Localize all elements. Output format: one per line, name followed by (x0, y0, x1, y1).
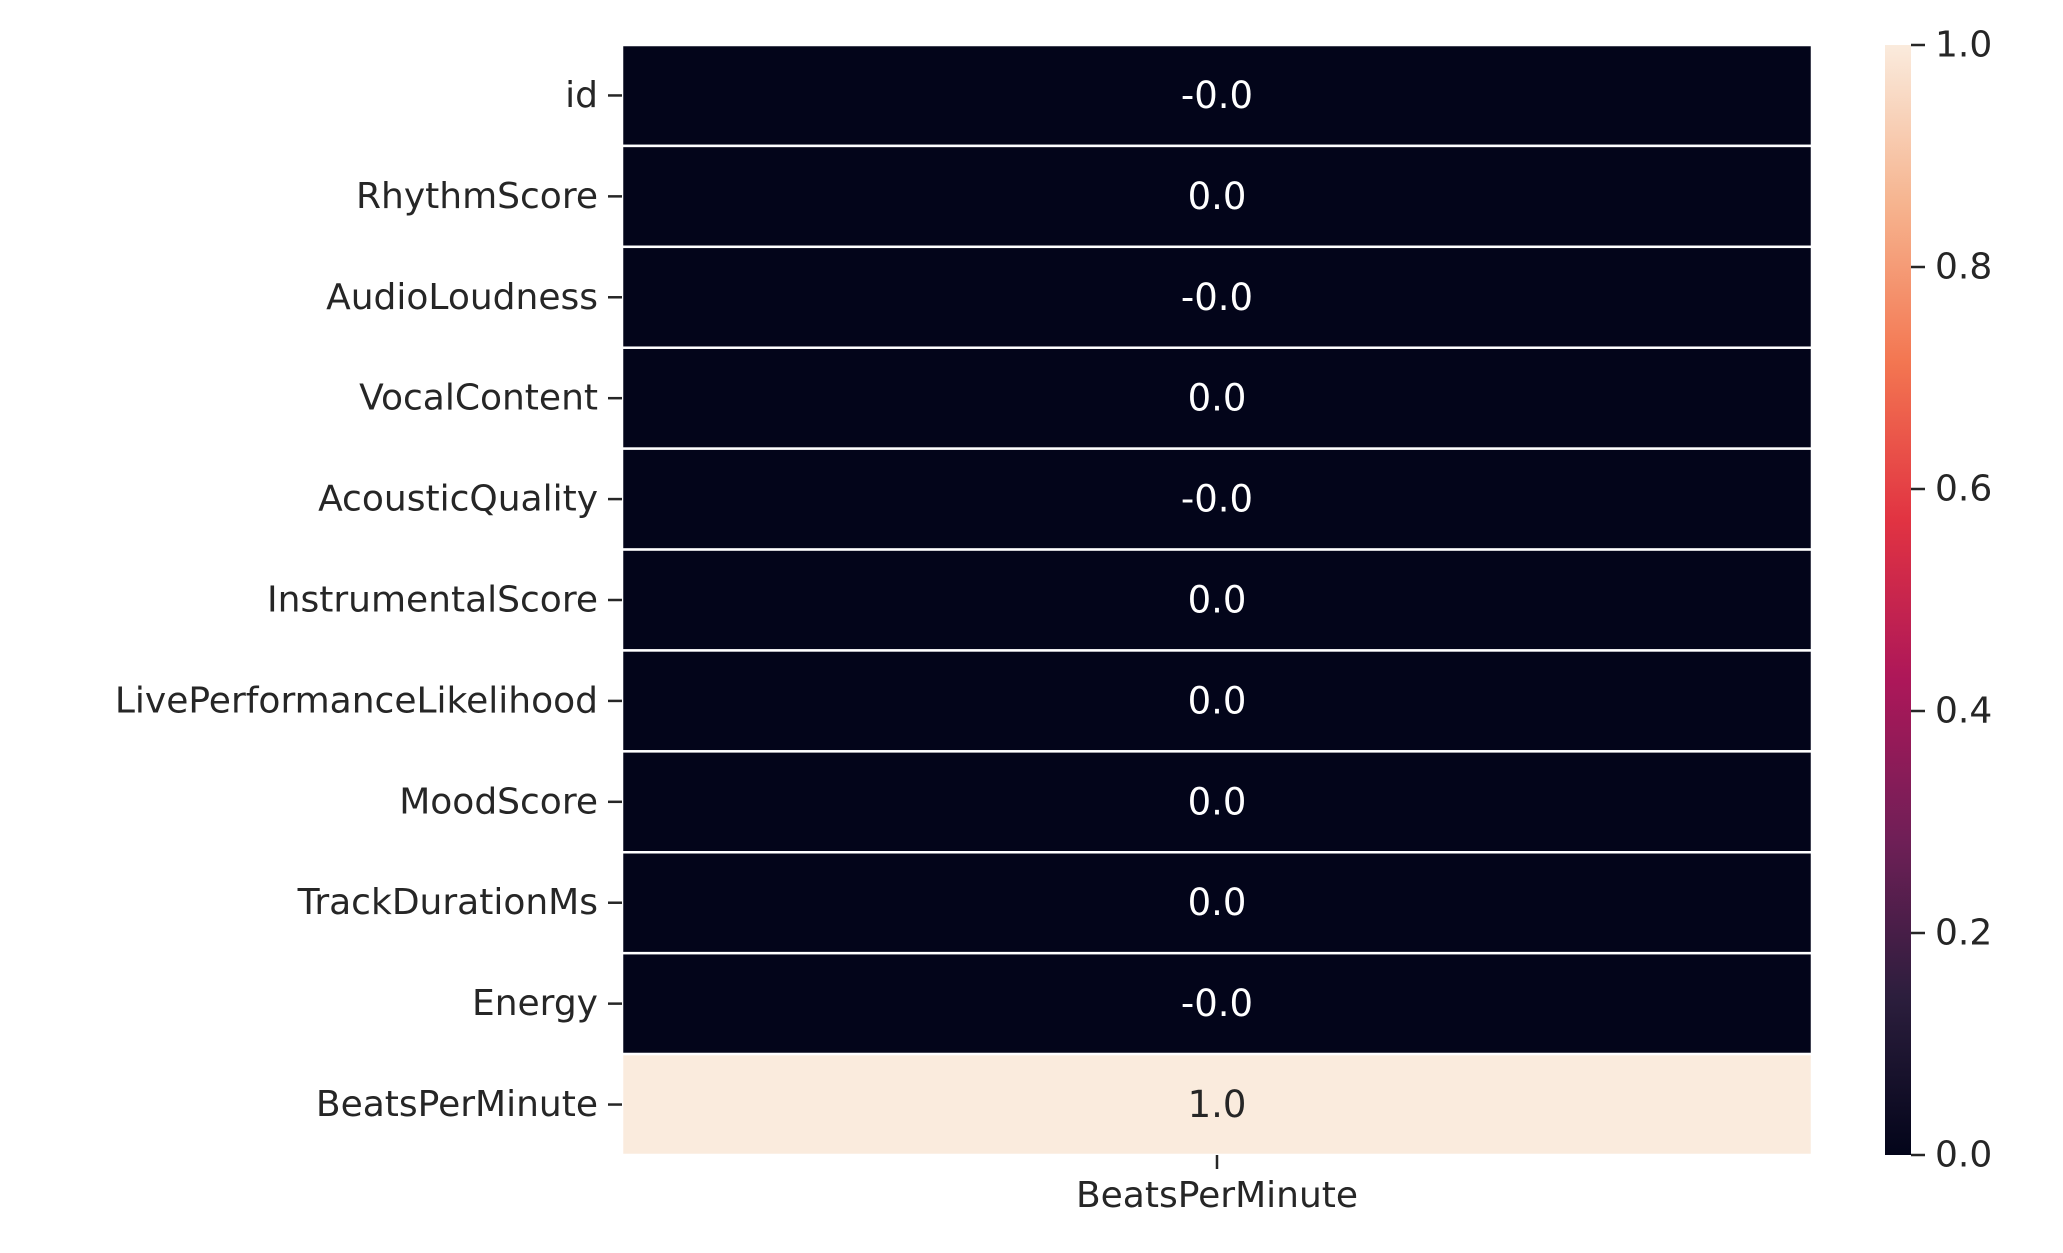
heatmap-cell (620, 43, 1814, 148)
x-tick-label: BeatsPerMinute (1076, 1175, 1358, 1216)
y-tick-label: TrackDurationMs (297, 882, 598, 923)
cell-value-label: -0.0 (1181, 478, 1253, 521)
cell-value-label: 0.0 (1188, 679, 1247, 722)
cell-value-label: 0.0 (1188, 579, 1247, 622)
heatmap-cell (620, 245, 1814, 349)
heatmap-cells: -0.0 0.0 -0.0 0.0 -0.0 0.0 0.0 0.0 0.0 -0.0 1.0 (620, 43, 1814, 1157)
heatmap-cell (620, 1052, 1814, 1157)
cell-value-label: 1.0 (1188, 1083, 1247, 1126)
y-tick-label: AcousticQuality (318, 479, 598, 520)
cell-value-label: 0.0 (1188, 377, 1247, 420)
heatmap-cell (620, 447, 1814, 551)
y-tick-label: Energy (472, 983, 598, 1024)
y-tick-label: LivePerformanceLikelihood (115, 680, 598, 721)
heatmap-cell (620, 548, 1814, 652)
colorbar-tick-label: 0.2 (1935, 913, 1992, 954)
y-tick-label: AudioLoudness (326, 277, 598, 318)
colorbar-tick-label: 0.6 (1935, 469, 1992, 510)
colorbar-scale (1885, 45, 1911, 1155)
heatmap-cell (620, 951, 1814, 1056)
cell-value-label: 0.0 (1188, 881, 1247, 924)
cell-value-label: -0.0 (1181, 276, 1253, 319)
heatmap-cell (620, 346, 1814, 450)
colorbar-tick-label: 0.4 (1935, 691, 1992, 732)
colorbar-tick-label: 1.0 (1935, 25, 1992, 66)
y-tick-label: MoodScore (399, 781, 598, 822)
colorbar-tick-label: 0.8 (1935, 247, 1992, 288)
y-tick-label: VocalContent (359, 378, 598, 419)
y-axis-ticks: id RhythmScore AudioLoudness VocalContent Ac… (115, 75, 622, 1125)
cell-value-label: 0.0 (1188, 780, 1247, 823)
heatmap-cell (620, 144, 1814, 249)
y-tick-label: id (565, 75, 598, 116)
cell-value-label: 0.0 (1188, 175, 1247, 218)
y-tick-label: InstrumentalScore (267, 580, 598, 621)
colorbar-tick-label: 0.0 (1935, 1135, 1992, 1176)
x-axis-ticks: BeatsPerMinute (1076, 1155, 1358, 1216)
cell-value-label: -0.0 (1181, 982, 1253, 1025)
y-tick-label: RhythmScore (356, 176, 598, 217)
colorbar: 0.0 0.2 0.4 0.6 0.8 1.0 (1885, 25, 1992, 1176)
cell-value-label: -0.0 (1181, 74, 1253, 117)
y-tick-label: BeatsPerMinute (316, 1084, 598, 1125)
